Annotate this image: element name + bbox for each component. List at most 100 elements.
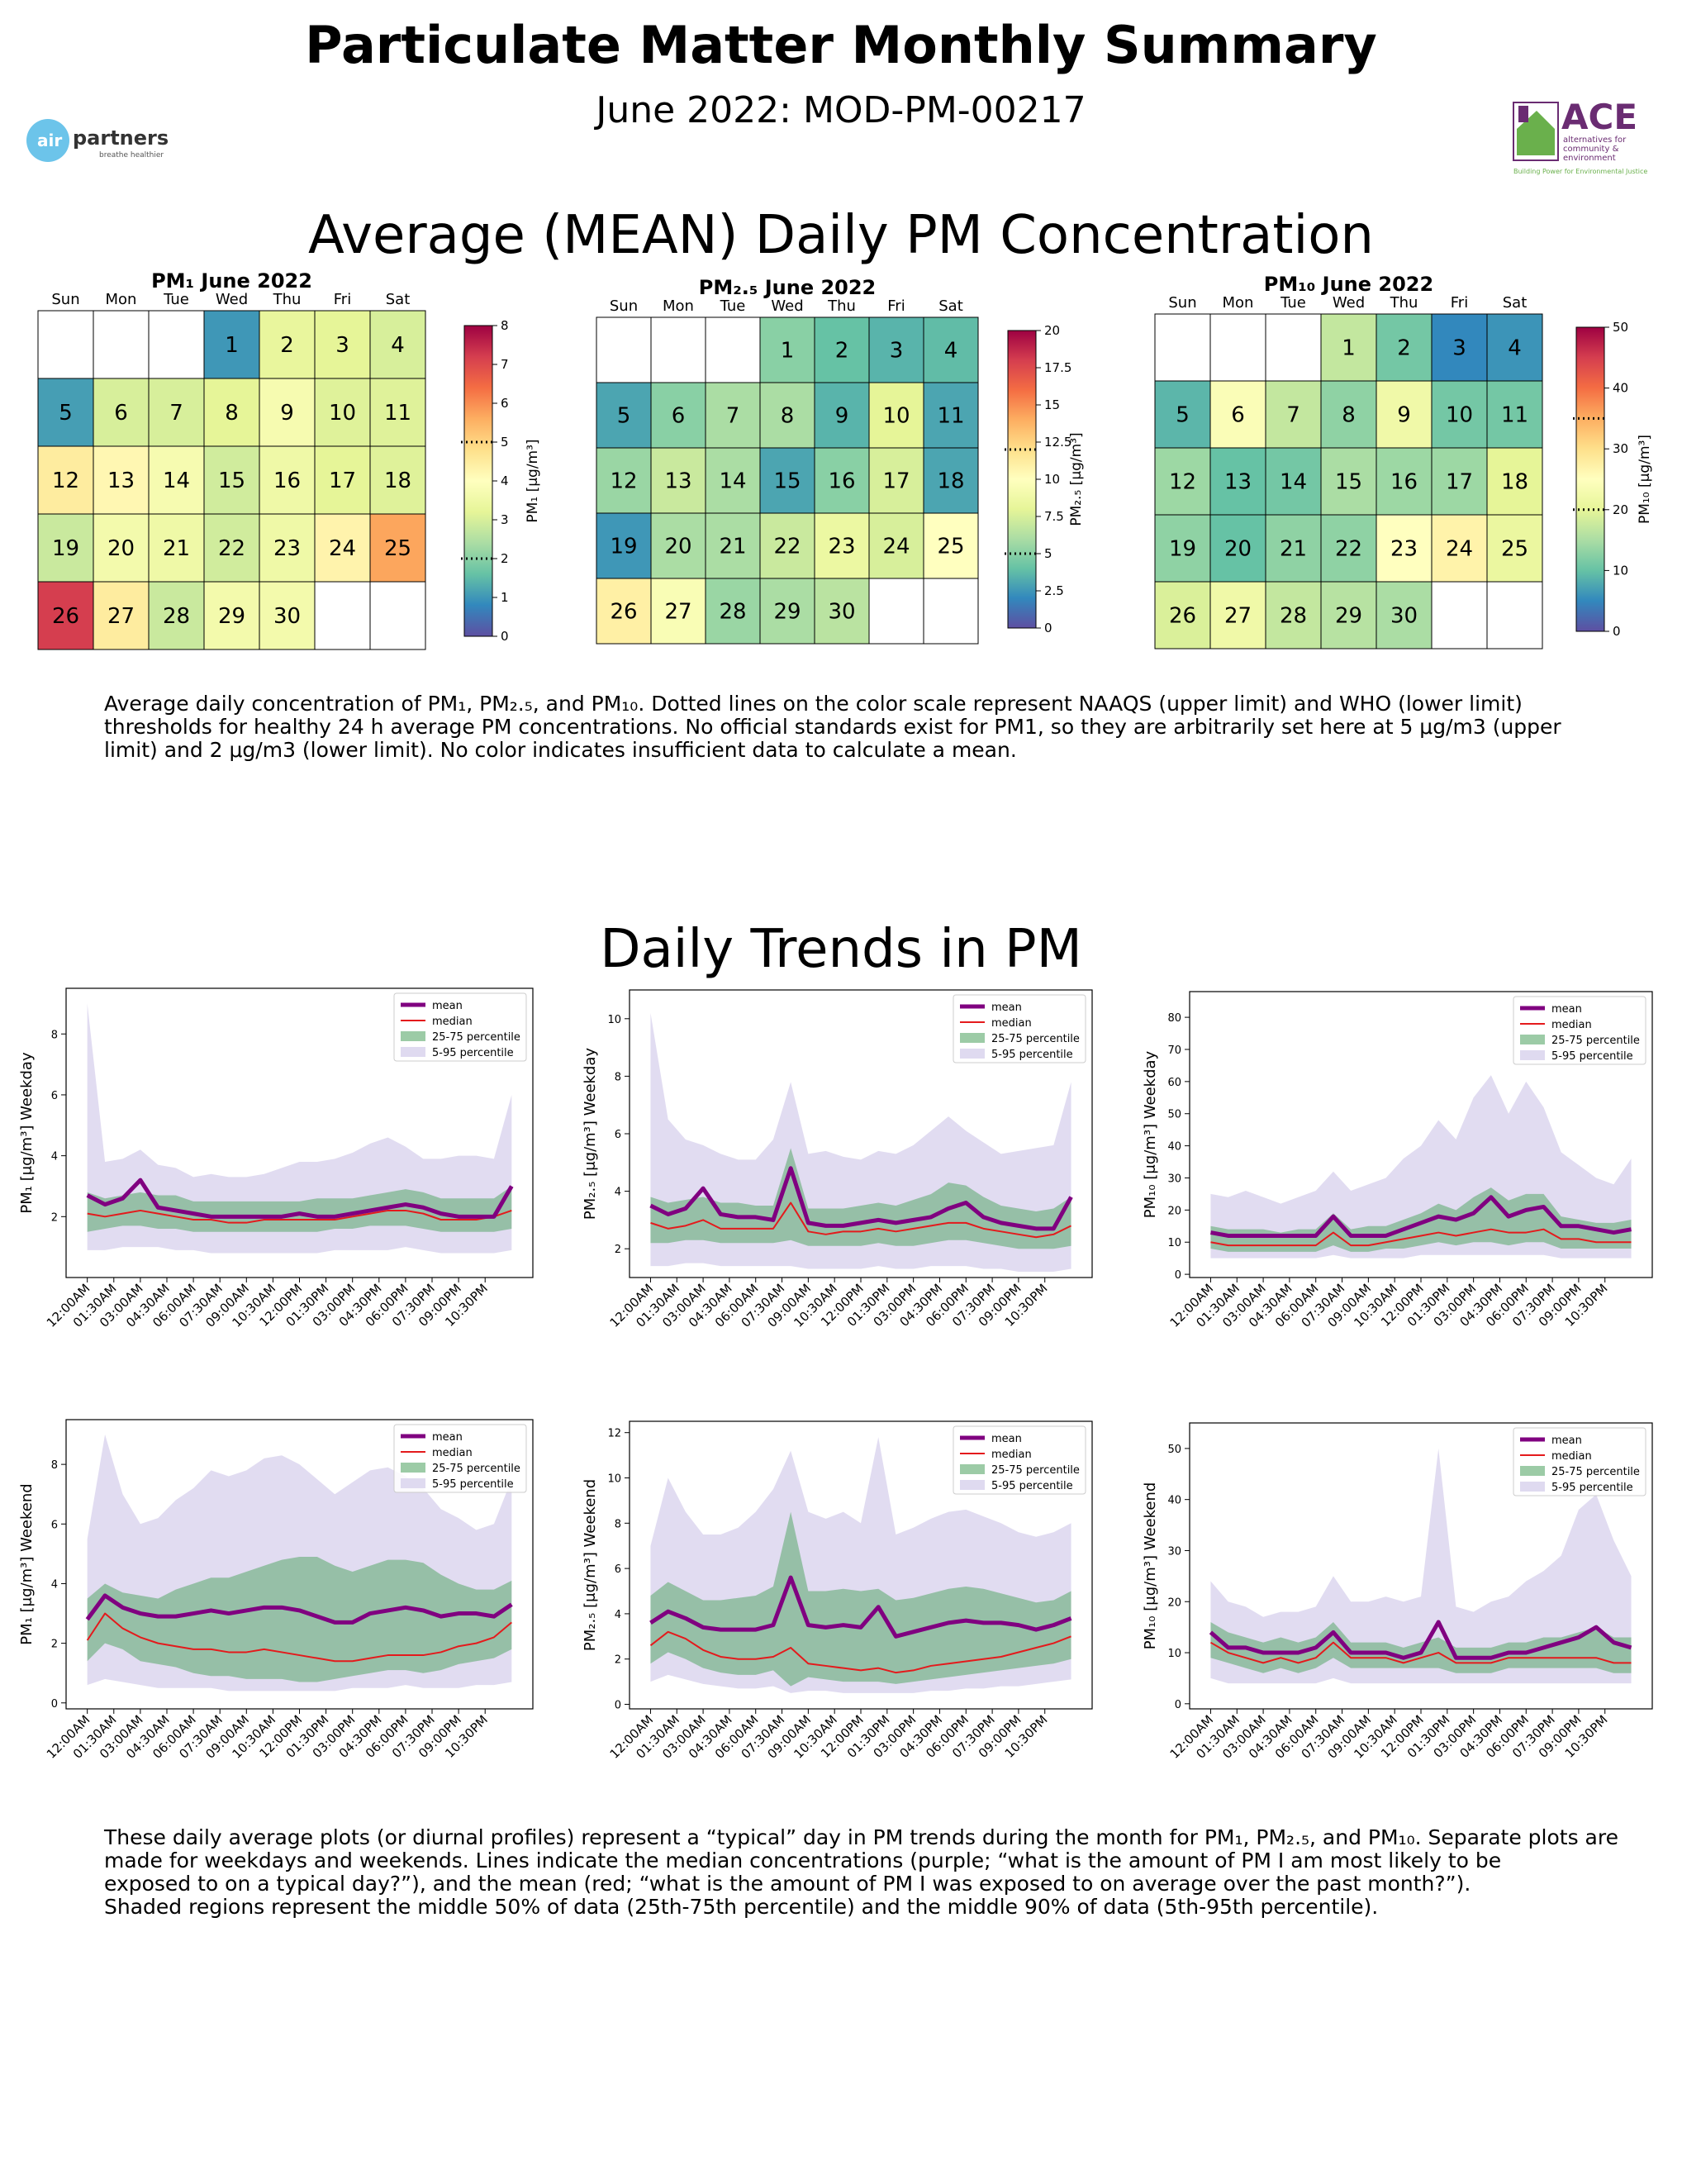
calendar-cell xyxy=(759,512,815,579)
colorbar-tick-label: 20 xyxy=(1613,502,1628,517)
legend-label: 5-95 percentile xyxy=(1551,1482,1633,1494)
calendar-day-label: 14 xyxy=(719,469,746,494)
y-tick-label: 12 xyxy=(607,1428,621,1440)
calendar-cell xyxy=(37,581,94,650)
calendar-day-label: 23 xyxy=(828,535,855,559)
mean-line xyxy=(1209,1620,1632,1660)
y-tick-label: 6 xyxy=(615,1563,621,1576)
y-tick-label: 6 xyxy=(51,1090,58,1102)
calendar-day-label: 12 xyxy=(52,469,79,493)
median-line xyxy=(86,1612,512,1663)
y-tick-label: 2 xyxy=(615,1654,621,1667)
legend-label: median xyxy=(432,1016,473,1028)
calendar-cell xyxy=(1154,581,1211,649)
legend-box xyxy=(393,992,527,1062)
weekday-label: Mon xyxy=(106,291,137,308)
legend-label: 25-75 percentile xyxy=(432,1031,520,1044)
calendar-day-label: 8 xyxy=(781,404,795,429)
colorbar-tick-label: 0 xyxy=(1044,621,1052,635)
legend-label: 25-75 percentile xyxy=(991,1464,1080,1477)
trends-caption-line-4: Shaded regions represent the middle 50% … xyxy=(104,1895,1379,1919)
calendar-day-label: 26 xyxy=(1169,604,1196,629)
calendar-cell xyxy=(814,512,870,579)
colorbar-label: PM₂.₅ [μg/m³] xyxy=(1068,432,1085,526)
weekday-label: Sat xyxy=(1503,294,1528,312)
weekday-label: Tue xyxy=(163,291,189,308)
calendar-day-label: 11 xyxy=(384,401,411,426)
calendar-cell xyxy=(369,378,426,447)
calendar-day-label: 5 xyxy=(59,401,73,426)
legend-swatch xyxy=(401,1463,425,1473)
mean-caption: Average daily concentration of PM₁, PM₂.… xyxy=(104,692,1561,762)
legend-label: 25-75 percentile xyxy=(991,1033,1080,1045)
calendar-cell xyxy=(203,513,260,583)
calendar-day-label: 21 xyxy=(1280,537,1307,562)
colorbar-tick-label: 1 xyxy=(501,590,509,605)
trends-caption: These daily average plots (or diurnal pr… xyxy=(104,1826,1641,1919)
calendar-cell xyxy=(1320,313,1377,382)
svg-text:ACE: ACE xyxy=(1561,97,1637,137)
colorbar-tick-label: 7 xyxy=(501,357,509,372)
calendar-day-label: 7 xyxy=(169,401,183,426)
y-tick-label: 70 xyxy=(1167,1044,1181,1057)
calendar-cell xyxy=(314,581,371,650)
calendar-day-label: 18 xyxy=(1501,470,1528,495)
calendar-day-label: 23 xyxy=(273,536,301,561)
colorbar-label: PM₁ [μg/m³] xyxy=(525,439,541,522)
calendar-day-label: 29 xyxy=(1335,604,1362,629)
y-tick-label: 2 xyxy=(615,1244,621,1256)
legend-label: median xyxy=(1551,1019,1592,1031)
calendar-cell xyxy=(923,578,979,645)
calendar-cell xyxy=(705,512,761,579)
calendar-day-label: 19 xyxy=(1169,537,1196,562)
calendar-cell xyxy=(1154,313,1211,382)
calendar-day-label: 10 xyxy=(1446,403,1473,428)
calendar-cell xyxy=(203,378,260,447)
calendar-day-label: 25 xyxy=(937,535,964,559)
calendar-day-label: 20 xyxy=(1224,537,1252,562)
svg-text:alternatives for: alternatives for xyxy=(1563,136,1627,145)
heatmap-title: PM₂.₅ June 2022 xyxy=(699,276,877,299)
y-tick-label: 20 xyxy=(1167,1205,1181,1217)
y-axis-label: PM₁ [μg/m³] Weekday xyxy=(18,1052,36,1214)
colorbar-tick-label: 0 xyxy=(1613,624,1621,639)
calendar-day-label: 15 xyxy=(218,469,245,493)
y-tick-label: 0 xyxy=(1175,1699,1181,1711)
calendar-day-label: 12 xyxy=(1169,470,1196,495)
colorbar-tick-label: 4 xyxy=(501,473,509,488)
legend-swatch xyxy=(960,1464,985,1474)
calendar-day-label: 22 xyxy=(773,535,801,559)
calendar-day-label: 17 xyxy=(882,469,910,494)
calendar-cell xyxy=(369,581,426,650)
y-axis-label: PM₂.₅ [μg/m³] Weekend xyxy=(582,1479,599,1651)
legend-label: mean xyxy=(1551,1435,1582,1447)
legend-swatch xyxy=(960,1480,985,1490)
diurnal-plot-3: 0102030405060708012:00AM01:30AM03:00AM04… xyxy=(1142,991,1653,1330)
calendar-day-label: 19 xyxy=(52,536,79,561)
calendar-day-label: 27 xyxy=(107,604,135,629)
calendar-cell xyxy=(314,378,371,447)
calendar-day-label: 29 xyxy=(773,600,801,625)
y-tick-label: 0 xyxy=(51,1698,58,1711)
calendar-cell xyxy=(650,512,706,579)
y-tick-label: 30 xyxy=(1167,1545,1181,1558)
calendar-cell xyxy=(650,316,706,383)
calendar-day-label: 13 xyxy=(1224,470,1252,495)
median-line xyxy=(87,1209,512,1224)
ace-logo: ACE alternatives for community & environ… xyxy=(1512,96,1661,178)
calendar-day-label: 15 xyxy=(773,469,801,494)
calendar-day-label: 27 xyxy=(664,600,691,625)
diurnal-plot-4: 0246812:00AM01:30AM03:00AM04:30AM06:00AM… xyxy=(18,1419,534,1762)
y-tick-label: 60 xyxy=(1167,1077,1181,1089)
calendar-cell xyxy=(596,316,652,383)
calendar-cell xyxy=(868,578,924,645)
calendar-cell xyxy=(868,512,924,579)
heatmap-title: PM₁₀ June 2022 xyxy=(1264,273,1433,296)
legend-swatch xyxy=(1520,1482,1545,1492)
calendar-cell xyxy=(705,447,761,514)
y-tick-label: 2 xyxy=(51,1211,58,1224)
y-tick-label: 80 xyxy=(1167,1012,1181,1025)
calendar-day-label: 13 xyxy=(107,469,135,493)
